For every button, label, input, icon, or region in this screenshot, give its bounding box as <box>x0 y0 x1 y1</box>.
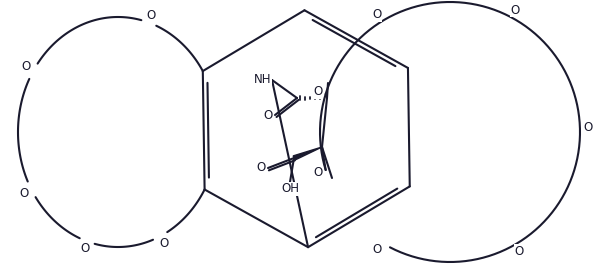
Text: O: O <box>147 8 156 22</box>
Text: O: O <box>313 85 322 99</box>
Text: O: O <box>22 60 31 73</box>
Text: O: O <box>159 237 168 250</box>
Text: NH: NH <box>254 73 272 85</box>
Polygon shape <box>293 147 322 160</box>
Text: O: O <box>264 109 273 122</box>
Text: O: O <box>80 242 89 255</box>
Text: O: O <box>583 121 593 134</box>
Text: OH: OH <box>281 183 299 195</box>
Text: O: O <box>372 242 381 256</box>
Text: O: O <box>514 245 524 258</box>
Text: O: O <box>20 187 29 200</box>
Text: O: O <box>313 165 322 179</box>
Text: O: O <box>510 4 519 17</box>
Text: O: O <box>372 8 381 22</box>
Text: O: O <box>256 160 265 174</box>
